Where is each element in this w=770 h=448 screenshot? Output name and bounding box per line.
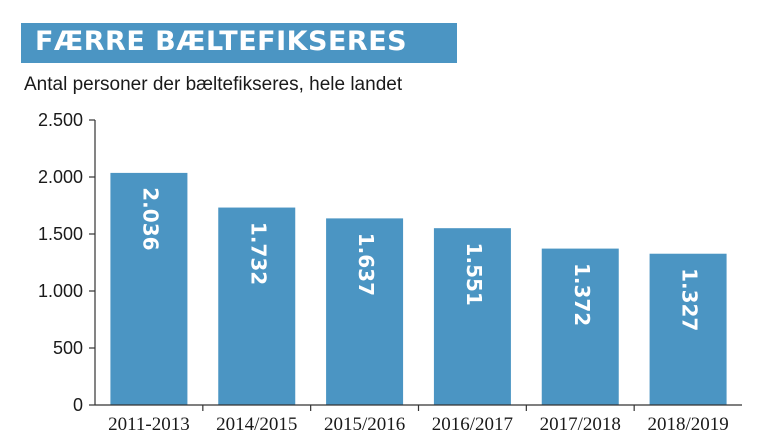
bar-2011-2013 [110,172,188,405]
data-label: 1.637 [354,233,378,296]
data-label: 1.327 [678,268,702,331]
title-banner: FÆRRE BÆLTEFIKSERES [21,23,457,63]
data-label: 1.372 [570,263,594,326]
bar-2018/2019 [649,253,727,405]
data-label: 1.551 [462,243,486,306]
x-axis: 2011-2013 2014/2015 2015/2016 2016/2017 2017… [95,404,742,435]
data-label: 1.732 [246,222,270,285]
x-tick-label: 2017/2018 [540,414,621,435]
y-tick-label: 1.500 [38,224,83,244]
bars: 2.036 1.732 1.637 1.551 1.372 1.327 [110,172,727,405]
chart-subtitle: Antal personer der bæltefikseres, hele l… [24,74,403,95]
y-tick-label: 2.000 [38,167,83,187]
y-tick-label: 500 [53,338,83,358]
bar-2016/2017 [433,228,511,405]
chart-title: FÆRRE BÆLTEFIKSERES [35,26,408,57]
bar-2017/2018 [541,248,619,405]
bar-2014/2015 [218,207,296,405]
x-tick-label: 2011-2013 [108,414,190,435]
y-tick-label: 1.000 [38,281,83,301]
y-tick-label: 2.500 [38,110,83,130]
y-axis: 0 500 1.000 1.500 2.000 2.500 [38,110,96,415]
x-tick-label: 2018/2019 [647,414,728,435]
x-tick-label: 2016/2017 [432,414,513,435]
data-label: 2.036 [138,187,162,250]
y-tick-label: 0 [73,395,83,415]
x-tick-label: 2014/2015 [216,414,297,435]
x-tick-label: 2015/2016 [324,414,405,435]
bar-2015/2016 [326,218,404,405]
